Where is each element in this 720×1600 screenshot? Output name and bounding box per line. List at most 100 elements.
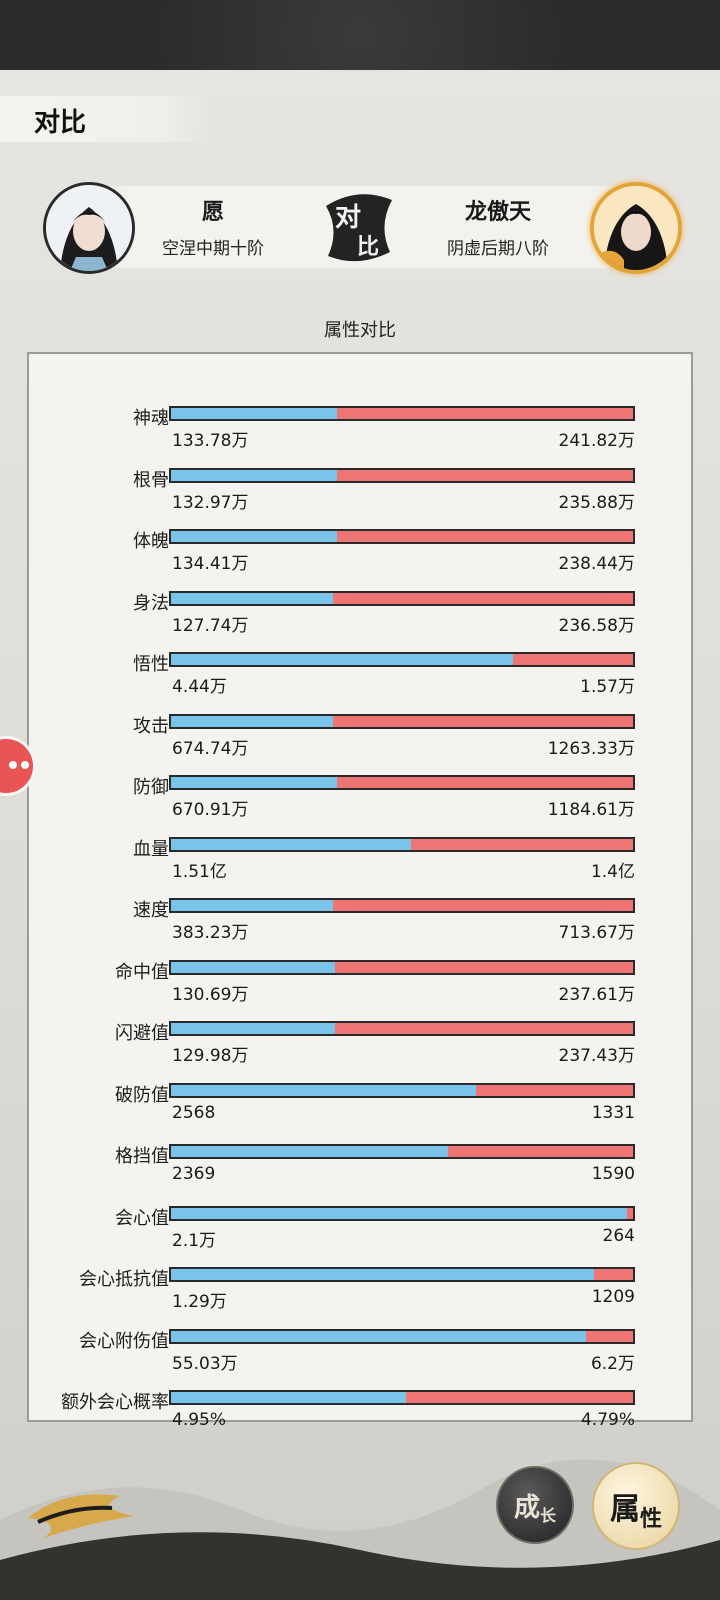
stat-row: 体魄 134.41万 238.44万 [29,527,695,585]
growth-tab-label-b: 长 [540,1506,557,1525]
stat-comparison-bar [169,775,635,790]
stat-right-value: 1263.33万 [547,738,635,759]
stat-right-value: 238.44万 [558,554,635,574]
attribute-tab-button[interactable]: 属 性 [592,1462,680,1550]
stat-left-share-fill [171,838,412,850]
growth-tab-label-a: 成 [513,1492,540,1523]
stat-row: 血量 1.51亿 1.4亿 [29,835,695,893]
stat-comparison-bar [169,1021,635,1036]
stat-row: 闪避值 129.98万 237.43万 [29,1019,695,1077]
stat-comparison-bar [169,836,635,852]
attribute-tab-label-b: 性 [639,1506,662,1532]
stat-right-value: 1184.61万 [547,800,635,820]
stat-row: 根骨 132.97万 235.88万 [29,466,695,524]
left-portrait-icon [46,185,132,271]
versus-top-char: 对 [335,203,361,233]
stat-comparison-bar [169,590,635,606]
stat-comparison-bar [169,1144,635,1159]
stat-row: 悟性 4.44万 1.57万 [29,650,695,708]
stat-left-value: 383.23万 [172,923,249,943]
stat-right-value: 1590 [591,1164,635,1184]
stat-comparison-bar [169,406,635,421]
stat-left-share-fill [171,1207,628,1219]
stat-left-share-fill [171,592,333,604]
section-title: 属性对比 [324,320,396,341]
stat-label: 命中值 [115,961,169,983]
stat-left-share-fill [171,531,338,542]
stat-right-value: 1.57万 [580,677,635,697]
stat-right-value: 235.88万 [558,492,635,513]
stat-row: 额外会心概率 4.95% 4.79% [29,1388,695,1446]
stat-left-share-fill [171,469,338,481]
stat-label: 身法 [133,592,169,614]
stat-left-share-fill [171,1269,594,1280]
stat-label: 格挡值 [115,1146,169,1167]
stat-left-share-fill [171,777,338,788]
stat-label: 会心抵抗值 [79,1269,169,1290]
stat-left-value: 55.03万 [172,1353,238,1374]
stat-label: 体魄 [133,531,169,552]
right-player-name: 龙傲天 [464,200,531,225]
versus-emblem: 对 比 [326,194,392,262]
stat-row: 格挡值 2369 1590 [29,1142,695,1200]
stat-comparison-bar [169,713,635,729]
stat-comparison-bar [169,529,635,544]
stat-left-share-fill [171,1023,335,1034]
stat-label: 血量 [133,838,169,860]
side-drawer-tab[interactable] [0,736,36,796]
stat-left-value: 4.44万 [172,677,227,697]
stat-row: 神魂 133.78万 241.82万 [29,404,695,462]
stat-left-share-fill [171,961,335,973]
side-tab-icon [9,761,29,769]
stat-left-value: 127.74万 [172,615,249,636]
stat-label: 根骨 [133,469,169,491]
stat-label: 会心附伤值 [79,1330,169,1352]
stat-left-value: 132.97万 [172,492,249,513]
right-portrait-icon [594,186,678,270]
stat-left-value: 130.69万 [172,984,249,1005]
stats-comparison-panel: 神魂 133.78万 241.82万根骨 132.97万 235.88万体魄 134.41… [27,352,695,1430]
stat-left-share-fill [171,1330,586,1342]
stat-left-value: 2369 [172,1164,216,1184]
stat-left-share-fill [171,654,513,665]
ink-brush-decoration [28,1494,134,1538]
growth-tab-button[interactable]: 成 长 [496,1466,574,1544]
stat-right-value: 1.4亿 [590,861,635,882]
stat-left-value: 2568 [172,1102,216,1123]
attribute-tab-label-a: 属 [609,1492,640,1527]
stat-row: 破防值 2568 1331 [29,1081,695,1139]
stat-label: 速度 [133,900,169,921]
stat-left-value: 674.74万 [172,738,249,759]
stat-left-value: 4.95% [172,1410,227,1430]
stat-left-value: 1.29万 [172,1292,227,1312]
stat-comparison-bar [169,959,635,975]
stat-label: 防御 [133,777,169,798]
left-player-name: 愿 [201,200,224,225]
left-player-avatar[interactable] [43,182,135,274]
stat-row: 会心抵抗值 1.29万 1209 [29,1265,695,1323]
stat-right-value: 1209 [591,1287,635,1307]
stat-row: 会心附伤值 55.03万 6.2万 [29,1327,695,1385]
stat-right-value: 237.61万 [558,984,635,1005]
stat-row: 防御 670.91万 1184.61万 [29,773,695,831]
stat-right-value: 237.43万 [558,1046,635,1066]
left-player-realm: 空涅中期十阶 [162,239,264,259]
stat-right-value: 6.2万 [590,1353,635,1374]
stat-right-value: 241.82万 [558,431,635,451]
stat-row: 会心值 2.1万 264 [29,1204,695,1262]
right-player-avatar[interactable] [590,182,682,274]
stat-label: 破防值 [115,1084,169,1106]
stat-left-value: 1.51亿 [172,861,227,882]
stat-left-share-fill [171,408,338,419]
stat-left-value: 129.98万 [172,1046,249,1066]
stat-comparison-bar [169,652,635,667]
stat-left-share-fill [171,1392,406,1403]
stat-right-value: 236.58万 [558,615,635,636]
stat-comparison-bar [169,467,635,483]
stat-left-share-fill [171,1084,476,1096]
stat-label: 闪避值 [115,1023,169,1044]
stat-row: 速度 383.23万 713.67万 [29,896,695,954]
stat-label: 会心值 [115,1207,169,1229]
stat-left-value: 134.41万 [172,554,249,574]
versus-bottom-char: 比 [357,234,379,260]
